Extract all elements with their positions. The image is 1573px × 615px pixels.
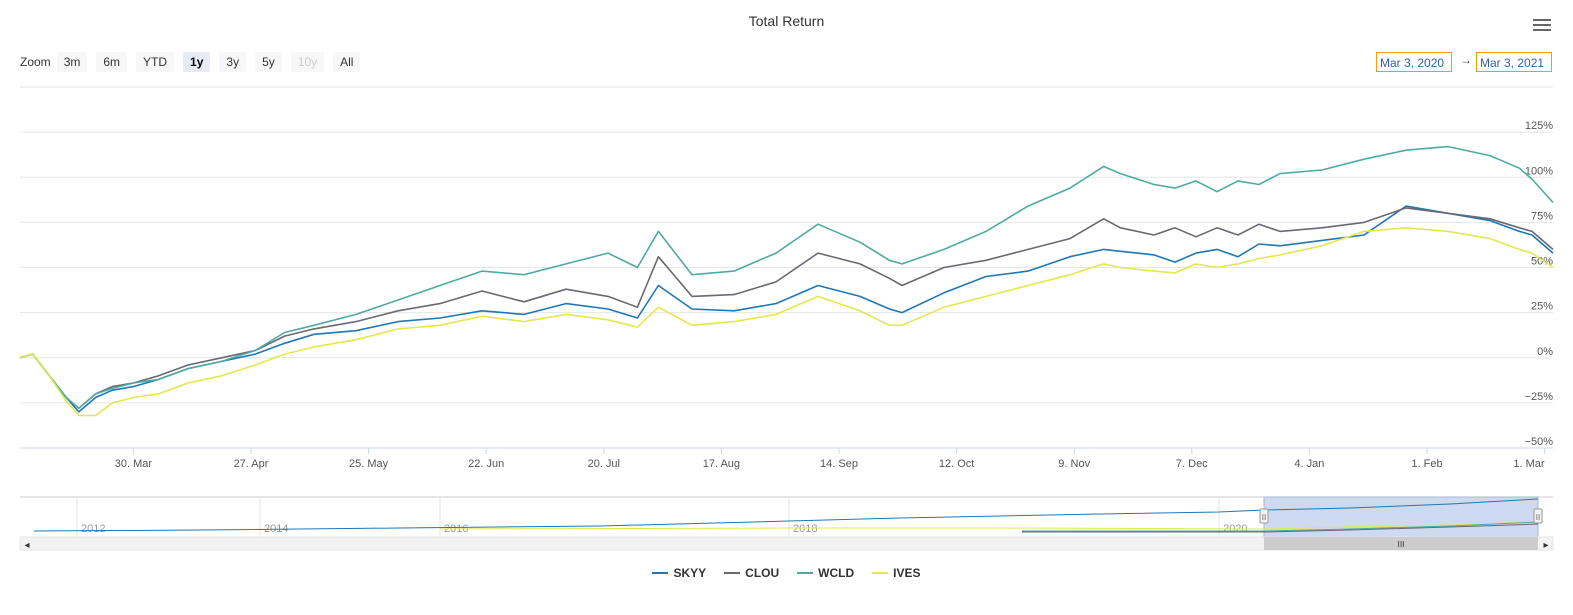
zoom-button-5y[interactable]: 5y <box>255 52 282 72</box>
svg-text:ll: ll <box>1262 513 1266 522</box>
y-tick-label: 100% <box>1525 165 1553 177</box>
zoom-button-6m[interactable]: 6m <box>96 52 128 72</box>
zoom-button-ytd[interactable]: YTD <box>136 52 175 72</box>
range-to-input[interactable]: Mar 3, 2021 <box>1476 52 1552 72</box>
scroll-left-arrow-icon[interactable]: ◂ <box>24 540 29 551</box>
y-tick-label: 25% <box>1531 301 1553 313</box>
navigator-series-skyy <box>33 498 1539 532</box>
zoom-button-all[interactable]: All <box>333 52 361 72</box>
series-line-wcld[interactable] <box>19 145 1554 410</box>
zoom-buttons: 3m 6m YTD 1y 3y 5y 10y All <box>56 52 370 72</box>
legend-label: IVES <box>893 566 921 580</box>
zoom-label: Zoom <box>20 55 51 69</box>
zoom-button-10y: 10y <box>290 52 325 72</box>
x-tick-label: 7. Dec <box>1176 458 1208 470</box>
legend-item-ives[interactable]: IVES <box>872 566 921 580</box>
y-axis-ticks: 125%100%75%50%25%0%−25%−50% <box>1525 120 1554 448</box>
y-tick-label: −50% <box>1525 436 1554 448</box>
hamburger-menu-icon[interactable] <box>1533 19 1551 33</box>
range-arrow: → <box>1460 53 1472 67</box>
chart-title: Total Return <box>748 13 825 29</box>
scroll-right-arrow-icon[interactable]: ▸ <box>1543 540 1548 551</box>
x-tick-label: 20. Jul <box>588 458 620 470</box>
legend-swatch <box>872 572 889 574</box>
x-tick-label: 1. Mar <box>1513 458 1545 470</box>
legend-item-skyy[interactable]: SKYY <box>652 566 706 580</box>
navigator-series-clou <box>1022 523 1539 533</box>
x-tick-label: 25. May <box>349 458 389 470</box>
scrollbar-grip: III <box>1397 540 1404 549</box>
x-tick-label: 12. Oct <box>939 458 974 470</box>
x-tick-label: 17. Aug <box>703 458 740 470</box>
y-tick-label: −25% <box>1525 391 1554 403</box>
x-axis-ticks: 30. Mar 27. Apr 25. May 22. Jun 20. Jul 17. A… <box>115 448 1546 470</box>
legend-label: CLOU <box>745 566 780 580</box>
series-line-ives[interactable] <box>19 227 1554 417</box>
navigator-series-wcld <box>1022 521 1539 532</box>
navigator-year-label: 2012 <box>81 523 105 535</box>
chart-area: 125%100%75%50%25%0%−25%−50% 30. Mar 27. A… <box>19 86 1554 551</box>
y-tick-label: 125% <box>1525 120 1553 132</box>
y-tick-label: 75% <box>1531 210 1553 222</box>
range-from-input[interactable]: Mar 3, 2020 <box>1376 52 1452 72</box>
legend-item-clou[interactable]: CLOU <box>724 566 779 580</box>
legend-swatch <box>652 572 669 574</box>
series-line-skyy[interactable] <box>19 205 1554 413</box>
zoom-button-3m[interactable]: 3m <box>56 52 88 72</box>
x-tick-label: 22. Jun <box>468 458 504 470</box>
zoom-button-1y[interactable]: 1y <box>183 52 211 72</box>
x-tick-label: 14. Sep <box>820 458 858 470</box>
navigator-year-label: 2018 <box>793 523 817 535</box>
zoom-selector: Zoom 3m 6m YTD 1y 3y 5y 10y All <box>20 51 369 73</box>
navigator-series-ives <box>439 521 1539 530</box>
x-tick-label: 30. Mar <box>115 458 153 470</box>
series-lines <box>19 145 1554 417</box>
x-tick-label: 4. Jan <box>1294 458 1324 470</box>
navigator-right-handle[interactable]: ll <box>1533 508 1543 524</box>
legend: SKYY CLOU WCLD IVES <box>0 566 1573 580</box>
y-tick-label: 0% <box>1537 346 1553 358</box>
x-tick-label: 9. Nov <box>1058 458 1090 470</box>
zoom-button-3y[interactable]: 3y <box>219 52 247 72</box>
grid-lines <box>20 86 1553 449</box>
navigator-left-handle[interactable]: ll <box>1259 508 1269 524</box>
series-line-clou[interactable] <box>19 207 1554 410</box>
legend-label: SKYY <box>673 566 707 580</box>
x-tick-label: 1. Feb <box>1411 458 1442 470</box>
legend-swatch <box>724 572 741 574</box>
svg-text:ll: ll <box>1536 513 1540 522</box>
legend-item-wcld[interactable]: WCLD <box>797 566 854 580</box>
scrollbar-track[interactable] <box>19 536 1554 551</box>
scrollbar-thumb[interactable] <box>1264 537 1538 550</box>
legend-swatch <box>797 572 814 574</box>
legend-label: WCLD <box>818 566 855 580</box>
x-tick-label: 27. Apr <box>234 458 269 470</box>
